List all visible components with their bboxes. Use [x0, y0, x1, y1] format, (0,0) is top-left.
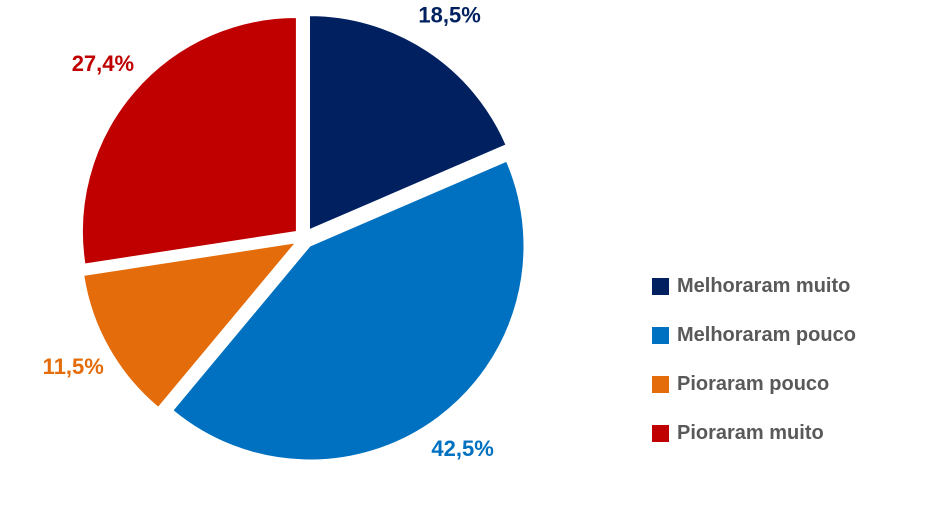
legend-swatch [652, 424, 669, 442]
pie-slice-melhoraram-muito [308, 15, 507, 231]
pie-data-labels: 18,5% 42,5% 11,5% 27,4% [43, 2, 494, 461]
pie-slice-pioraram-pouco [83, 242, 297, 408]
data-label-pioraram-pouco: 11,5% [43, 354, 104, 379]
data-label-pioraram-muito: 27,4% [72, 51, 134, 76]
legend-item-pioraram-muito: Pioraram muito [652, 413, 934, 453]
legend-label: Melhoraram pouco [677, 323, 856, 346]
legend-item-melhoraram-pouco: Melhoraram pouco [652, 315, 934, 355]
pie-slices [81, 15, 525, 461]
legend-swatch [652, 375, 669, 393]
pie-slice-melhoraram-pouco [172, 160, 525, 461]
legend-swatch [652, 326, 669, 344]
legend-item-melhoraram-muito: Melhoraram muito [652, 266, 934, 306]
data-label-melhoraram-pouco: 42,5% [431, 436, 493, 461]
legend-label: Pioraram muito [677, 421, 824, 444]
legend-swatch [652, 277, 669, 295]
chart-legend: Melhoraram muito Melhoraram pouco Piorar… [652, 266, 934, 462]
legend-label: Melhoraram muito [677, 274, 851, 297]
legend-item-pioraram-pouco: Pioraram pouco [652, 364, 934, 404]
data-label-melhoraram-muito: 18,5% [418, 2, 480, 27]
legend-label: Pioraram pouco [677, 372, 830, 395]
pie-slice-pioraram-muito [81, 16, 297, 265]
